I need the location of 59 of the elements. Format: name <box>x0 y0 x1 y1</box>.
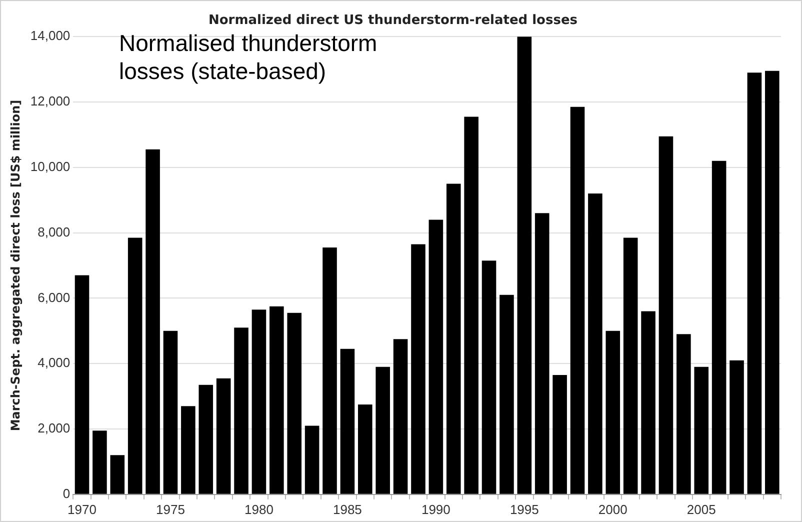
bar <box>340 348 355 494</box>
bar <box>216 378 231 494</box>
bar <box>92 430 107 494</box>
bar <box>694 366 709 494</box>
bar <box>428 220 444 494</box>
bar <box>464 116 478 494</box>
y-tick-label: 8,000 <box>38 224 70 240</box>
bar <box>74 275 90 494</box>
bar <box>641 311 656 494</box>
x-tick-label: 2005 <box>686 502 716 517</box>
bar <box>500 294 514 494</box>
y-tick-label: 2,000 <box>38 420 70 436</box>
y-axis-title: March-Sept. aggregated direct loss [US$ million] <box>8 100 22 432</box>
bar <box>181 406 196 494</box>
bar <box>234 328 248 494</box>
bar <box>146 149 160 494</box>
annotation: Normalised thunderstorm losses (state-based) <box>119 29 378 85</box>
bar <box>198 384 214 494</box>
bar <box>730 360 744 494</box>
y-tick-label: 6,000 <box>38 290 70 305</box>
x-tick-label: 1985 <box>332 502 362 517</box>
bar <box>606 330 620 494</box>
y-tick-label: 4,000 <box>38 355 70 370</box>
bar <box>252 310 266 494</box>
bar <box>270 306 284 494</box>
bar <box>570 106 585 494</box>
bar <box>588 194 602 494</box>
bar <box>322 248 337 494</box>
x-tick-label: 2000 <box>598 502 628 517</box>
x-tick-label: 1980 <box>244 502 274 517</box>
bar <box>534 213 550 494</box>
bar <box>482 260 496 494</box>
y-tick-label: 14,000 <box>30 28 70 44</box>
x-tick-label: 1990 <box>421 502 450 517</box>
bar <box>411 244 426 494</box>
y-tick-label: 0 <box>62 486 70 501</box>
y-tick-label: 10,000 <box>30 158 70 174</box>
bar <box>128 238 142 494</box>
x-tick-label: 1975 <box>156 502 185 517</box>
bar <box>163 330 178 494</box>
bar <box>747 72 762 494</box>
bar <box>287 312 302 494</box>
bar <box>304 426 320 494</box>
bar <box>552 375 567 494</box>
chart-title: Normalized direct US thunderstorm-related losses <box>208 13 578 28</box>
x-tick-label: 1995 <box>510 502 539 517</box>
bar <box>658 136 674 494</box>
x-tick-label: 1970 <box>68 502 96 517</box>
bar <box>623 238 638 494</box>
bar <box>676 334 691 494</box>
bar <box>517 36 532 494</box>
bar <box>358 404 372 494</box>
bar <box>393 339 408 494</box>
bar <box>712 160 726 494</box>
y-tick-label: 12,000 <box>30 94 70 109</box>
bar <box>376 366 390 494</box>
bar <box>446 184 461 494</box>
bar <box>110 455 125 494</box>
bar <box>765 70 780 494</box>
